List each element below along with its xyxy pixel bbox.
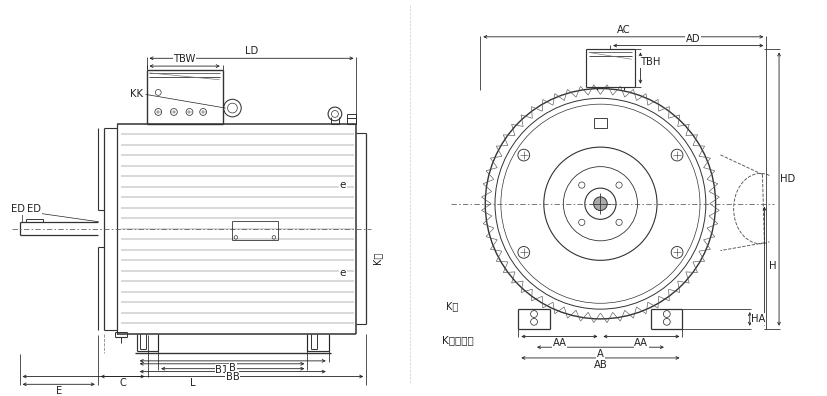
Text: AA: AA [552, 338, 566, 348]
Text: B: B [229, 363, 237, 373]
Text: LD: LD [245, 46, 258, 57]
Text: C: C [119, 378, 126, 388]
Text: ED: ED [11, 204, 25, 214]
Text: LL: LL [227, 371, 238, 381]
Text: K螺栓尺寸: K螺栓尺寸 [442, 335, 474, 345]
Text: BB: BB [226, 373, 240, 383]
Text: AD: AD [686, 34, 700, 44]
Text: B1: B1 [215, 365, 228, 375]
Text: TBH: TBH [640, 57, 661, 67]
Text: H: H [769, 261, 777, 271]
Circle shape [594, 197, 607, 211]
Text: AB: AB [594, 360, 607, 370]
Text: e: e [340, 268, 346, 278]
Text: AA: AA [634, 338, 648, 348]
Text: E: E [55, 386, 62, 396]
Text: L: L [190, 378, 196, 388]
Text: KK: KK [130, 89, 142, 99]
Text: A: A [597, 349, 604, 359]
Text: HA: HA [752, 314, 766, 324]
Text: K螺: K螺 [446, 301, 458, 311]
Text: K螺: K螺 [372, 252, 382, 264]
Text: TBW: TBW [174, 54, 196, 64]
Bar [594, 118, 607, 128]
Text: e: e [340, 180, 346, 190]
Text: ED: ED [27, 204, 41, 214]
Text: HD: HD [780, 174, 796, 184]
Text: AC: AC [617, 25, 630, 35]
